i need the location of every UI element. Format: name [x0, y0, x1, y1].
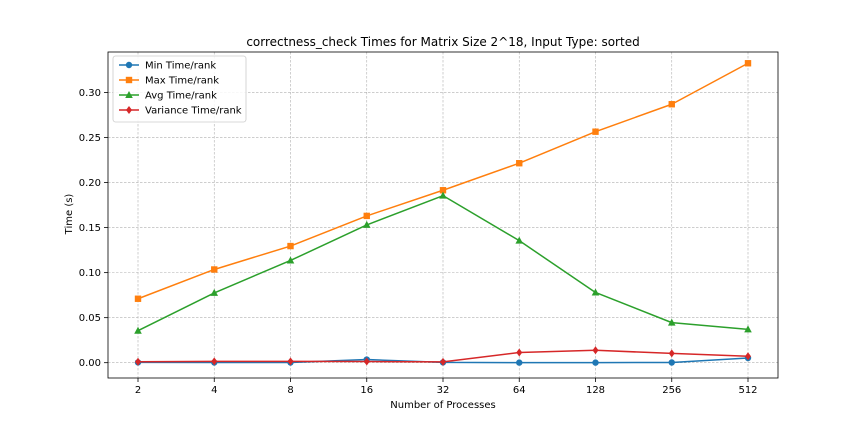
data-point: [286, 256, 295, 264]
y-axis: 0.00 0.05 0.10 0.15 0.20 0.25 0.30: [79, 88, 108, 369]
x-tick-label: 512: [738, 385, 757, 396]
legend-swatch-marker: [125, 61, 133, 69]
data-point: [363, 357, 370, 366]
y-axis-label: Time (s): [64, 194, 75, 236]
legend-label: Variance Time/rank: [145, 106, 242, 117]
legend-swatch-marker: [125, 91, 133, 98]
y-tick-label: 0.15: [79, 223, 101, 234]
data-point: [516, 348, 523, 357]
data-point: [744, 60, 752, 67]
data-point: [516, 160, 523, 167]
x-axis: 2 4 8 16 32 64 128 256 512: [135, 378, 758, 396]
legend: Min Time/rank Max Time/rank Avg Time/rank V…: [112, 55, 247, 123]
data-point: [592, 128, 599, 135]
y-tick-label: 0.25: [79, 133, 101, 144]
series-layer: [134, 60, 752, 366]
data-point: [668, 359, 675, 366]
y-tick-label: 0.00: [79, 358, 101, 369]
x-tick-label: 2: [135, 385, 141, 396]
data-point: [287, 242, 294, 250]
data-point: [211, 357, 218, 366]
data-point: [745, 352, 751, 361]
chart-title: correctness_check Times for Matrix Size …: [246, 35, 639, 49]
y-tick-label: 0.30: [79, 88, 101, 99]
data-point: [439, 187, 447, 194]
legend-label: Avg Time/rank: [145, 91, 217, 102]
data-point: [592, 359, 599, 366]
x-tick-label: 4: [211, 385, 217, 396]
data-point: [134, 295, 142, 302]
data-point: [439, 191, 447, 199]
y-tick-label: 0.10: [79, 268, 101, 279]
data-point: [210, 288, 219, 296]
data-point: [591, 288, 600, 296]
data-point: [592, 346, 599, 355]
data-point: [287, 357, 294, 366]
legend-item: Avg Time/rank: [119, 91, 217, 102]
series-1: [134, 60, 752, 302]
legend-label: Min Time/rank: [145, 61, 216, 72]
y-tick-label: 0.20: [79, 178, 101, 189]
legend-item: Variance Time/rank: [119, 106, 242, 117]
series-2: [134, 191, 752, 334]
legend-swatch-marker: [125, 76, 133, 84]
data-point: [668, 101, 675, 108]
legend-item: Max Time/rank: [119, 76, 219, 87]
data-point: [134, 326, 142, 334]
legend-box: [112, 55, 247, 123]
x-tick-label: 16: [360, 385, 373, 396]
legend-swatch-marker: [126, 106, 132, 114]
x-tick-label: 32: [437, 385, 450, 396]
data-point: [667, 318, 676, 326]
data-point: [515, 236, 524, 244]
legend-item: Min Time/rank: [119, 61, 216, 72]
data-point: [668, 349, 675, 358]
data-point: [211, 266, 218, 273]
x-tick-label: 256: [662, 385, 681, 396]
data-point: [744, 325, 752, 333]
series-3: [135, 346, 751, 366]
y-tick-label: 0.05: [79, 313, 101, 324]
x-tick-label: 128: [586, 385, 605, 396]
data-point: [135, 357, 141, 366]
legend-label: Max Time/rank: [145, 76, 219, 87]
x-tick-label: 64: [513, 385, 526, 396]
x-axis-label: Number of Processes: [390, 400, 495, 411]
data-point: [516, 359, 523, 366]
data-point: [362, 220, 371, 228]
data-point: [440, 357, 446, 366]
data-point: [363, 212, 370, 220]
x-tick-label: 8: [287, 385, 293, 396]
